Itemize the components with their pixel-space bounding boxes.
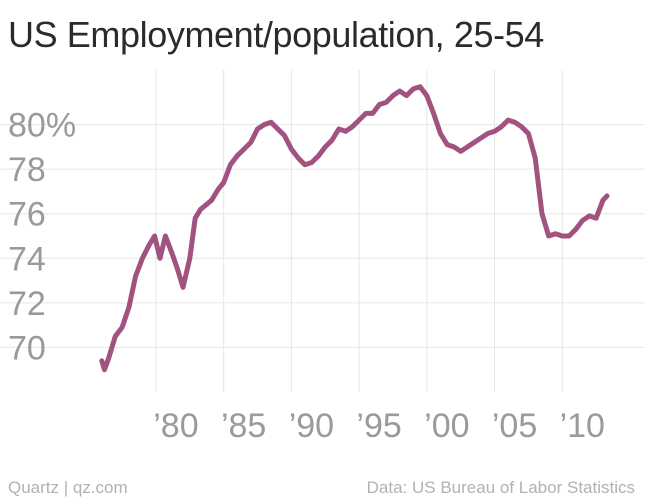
y-tick-label: 74 xyxy=(8,240,46,278)
x-tick-label: ’80 xyxy=(153,407,198,445)
y-tick-label: 78 xyxy=(8,151,46,189)
grid-lines xyxy=(0,70,645,392)
series-line xyxy=(99,84,610,373)
series-lines xyxy=(99,84,610,373)
x-tick-label: ’00 xyxy=(424,407,469,445)
x-tick-label: ’95 xyxy=(356,407,401,445)
y-axis-tick-labels: 70 72 74 76 78 80% xyxy=(8,107,76,368)
line-chart: ’80 ’85 ’90 ’95 ’00 ’05 ’10 70 72 74 76 78 80% xyxy=(0,70,645,445)
footer-credit: Quartz | qz.com xyxy=(8,478,128,497)
y-tick-label: 72 xyxy=(8,285,46,323)
y-tick-label: 76 xyxy=(8,196,46,234)
y-tick-label: 70 xyxy=(8,329,46,367)
x-tick-label: ’90 xyxy=(289,407,334,445)
footer-source: Data: US Bureau of Labor Statistics xyxy=(366,478,635,497)
x-axis-tick-labels: ’80 ’85 ’90 ’95 ’00 ’05 ’10 xyxy=(153,407,605,445)
x-tick-label: ’10 xyxy=(560,407,605,445)
x-tick-label: ’05 xyxy=(492,407,537,445)
chart-title: US Employment/population, 25-54 xyxy=(8,14,544,55)
y-tick-label: 80% xyxy=(8,107,76,145)
x-tick-label: ’85 xyxy=(221,407,266,445)
